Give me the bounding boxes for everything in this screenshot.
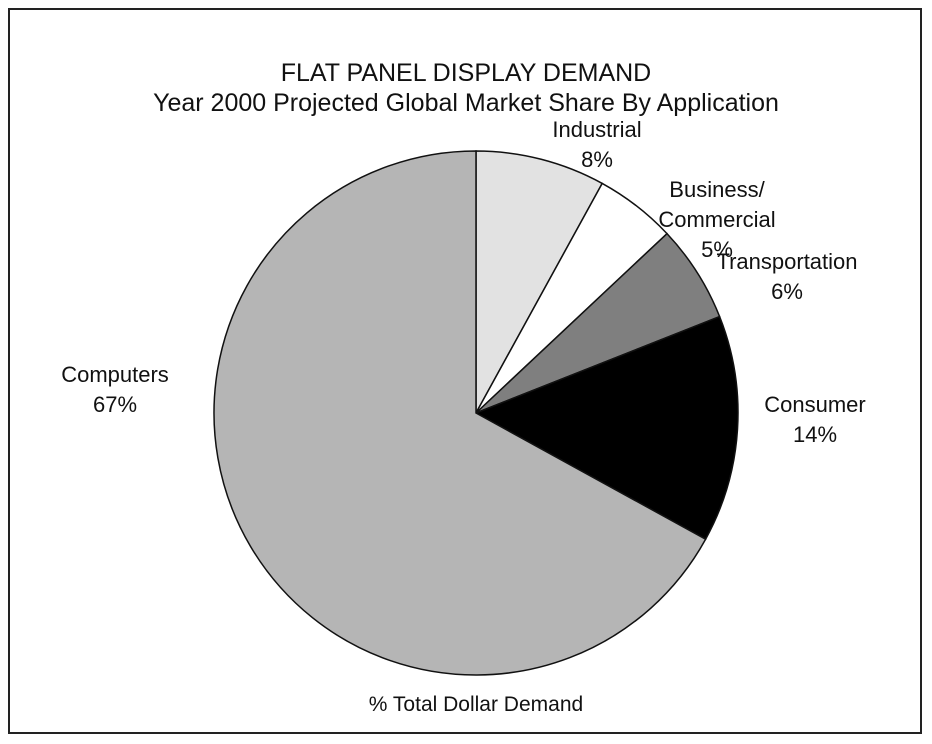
chart-title: FLAT PANEL DISPLAY DEMAND — [280, 59, 652, 87]
frame — [8, 8, 922, 734]
value-label: 14% — [792, 422, 838, 447]
pie-slice — [213, 150, 707, 676]
slice-label: Transportation — [716, 249, 858, 274]
pie-slice — [475, 150, 604, 414]
value-label: 8% — [581, 147, 613, 172]
value-label: 5% — [701, 237, 733, 262]
slice-label: Industrial — [552, 117, 642, 142]
slice-label: Computers — [61, 362, 169, 387]
value-label: 67% — [92, 392, 138, 417]
pie-slice — [474, 315, 739, 541]
slice-label: Consumer — [764, 392, 866, 417]
chart-subtitle: Year 2000 Projected Global Market Share … — [153, 89, 779, 117]
slice-label: Business/ Commercial — [658, 177, 776, 232]
value-label: 6% — [771, 279, 803, 304]
caption: % Total Dollar Demand — [368, 693, 584, 716]
